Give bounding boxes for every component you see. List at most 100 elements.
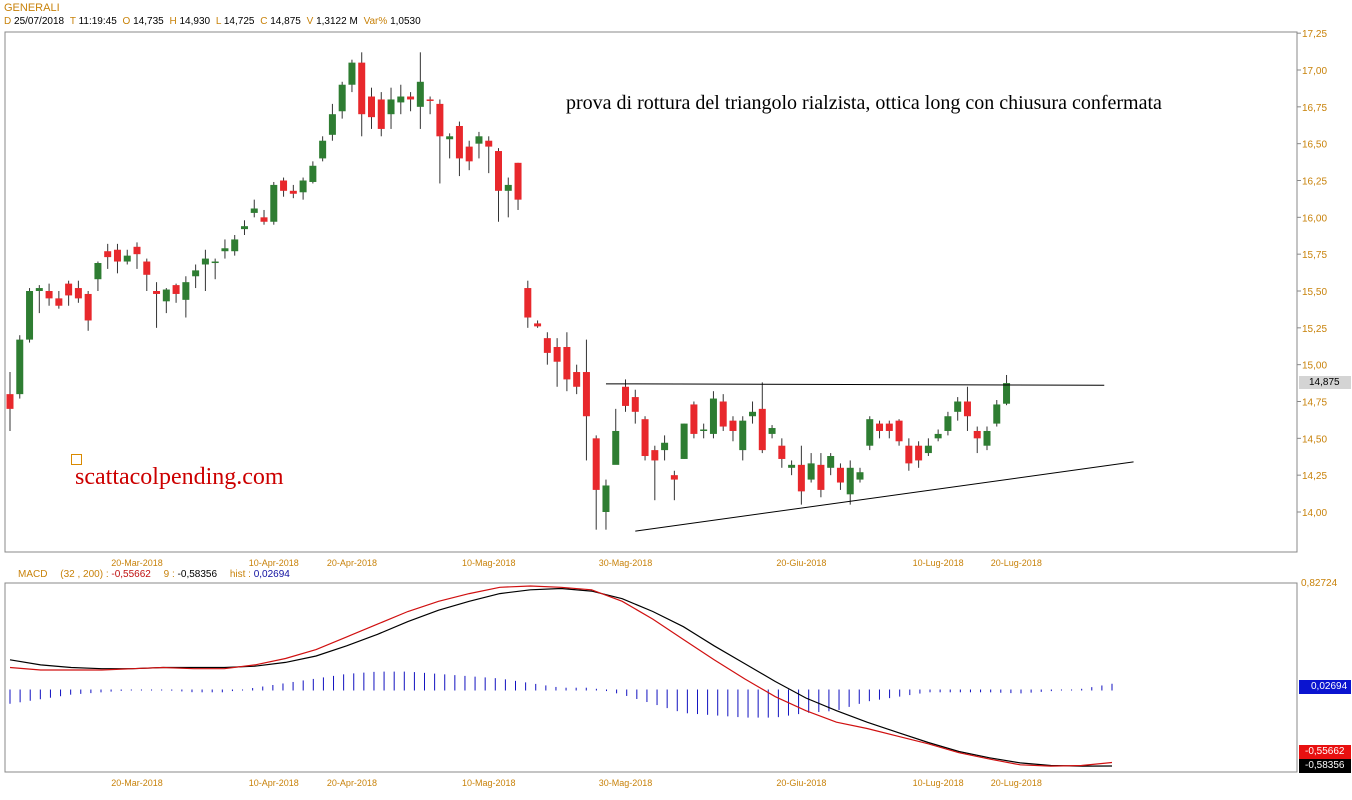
candle-body xyxy=(260,217,268,222)
candle xyxy=(739,416,747,461)
candle-body xyxy=(407,96,415,100)
candle xyxy=(182,276,190,318)
signal-line xyxy=(9,587,1113,767)
candle-body xyxy=(446,136,454,140)
candle-body xyxy=(661,442,669,451)
open-key: O xyxy=(122,16,131,27)
macd-x-tick-label: 20-Lug-2018 xyxy=(991,778,1042,788)
candle-body xyxy=(856,472,864,480)
candle-body xyxy=(289,190,297,194)
candle xyxy=(973,426,981,454)
candle-body xyxy=(211,261,219,264)
candle xyxy=(846,460,854,505)
macd-value: -0,55662 xyxy=(111,569,151,580)
candle xyxy=(387,87,395,129)
price-panel-border xyxy=(4,31,1298,553)
candle xyxy=(113,243,121,274)
candle xyxy=(749,401,757,424)
candle-body xyxy=(55,298,63,306)
candle-body xyxy=(172,285,180,294)
candle xyxy=(866,416,874,451)
candle xyxy=(758,382,766,454)
macd-histogram xyxy=(9,671,1113,718)
watermark-text: scattacolpending.com xyxy=(75,464,284,490)
candle xyxy=(944,411,952,436)
candle xyxy=(348,59,356,93)
candle-body xyxy=(954,401,962,412)
candle xyxy=(65,280,73,306)
candle-body xyxy=(915,445,923,461)
candle-body xyxy=(827,456,835,468)
price-y-tick-label: 15,50 xyxy=(1302,287,1327,298)
price-y-tick-label: 14,00 xyxy=(1302,508,1327,519)
macd-signal-period: 9 : xyxy=(163,569,175,580)
candle-body xyxy=(319,140,327,159)
candle-body xyxy=(758,408,766,451)
candle-body xyxy=(963,401,971,417)
price-y-tick-label: 17,00 xyxy=(1302,66,1327,77)
candle xyxy=(319,136,327,162)
candle xyxy=(602,479,610,530)
quote-line: D 25/07/2018 T 11:19:45 O 14,735 H 14,93… xyxy=(4,16,421,27)
candle-body xyxy=(846,467,854,495)
candlesticks xyxy=(6,52,1011,530)
candle-body xyxy=(895,420,903,442)
candle-body xyxy=(123,255,131,262)
candle xyxy=(55,291,63,309)
candle xyxy=(631,389,639,424)
price-x-tick-label: 30-Mag-2018 xyxy=(599,558,653,568)
candle xyxy=(84,291,92,331)
candle xyxy=(641,416,649,461)
candle-body xyxy=(465,146,473,162)
trendlines xyxy=(605,383,1134,532)
symbol-title: GENERALI xyxy=(4,2,60,14)
macd-signal-value: -0,58356 xyxy=(177,569,218,580)
price-axis: 17,25 17,00 16,75 16,50 16,25 16,00 15,75 15,50… xyxy=(1297,29,1327,519)
candle-body xyxy=(270,184,278,222)
quote-open: 14,735 xyxy=(133,16,164,27)
candle xyxy=(905,438,913,471)
price-y-tick-label: 16,00 xyxy=(1302,213,1327,224)
candle xyxy=(6,372,14,431)
candle-body xyxy=(1003,383,1011,404)
price-y-tick-label: 16,75 xyxy=(1302,103,1327,114)
candle xyxy=(495,148,502,222)
quote-date: 25/07/2018 xyxy=(14,16,65,27)
candle xyxy=(231,235,239,256)
candle xyxy=(465,140,473,171)
macd-params: (32 , 200) : xyxy=(60,569,109,580)
macd-x-tick-label: 10-Lug-2018 xyxy=(913,778,964,788)
candle-body xyxy=(65,283,73,296)
candle-body xyxy=(153,291,161,294)
candle-body xyxy=(397,96,405,103)
candle-body xyxy=(768,428,776,434)
candle xyxy=(289,184,297,199)
candle-body xyxy=(514,162,522,200)
candle xyxy=(573,364,581,395)
price-x-tick-label: 20-Mar-2018 xyxy=(111,558,163,568)
candle xyxy=(797,445,805,505)
price-x-tick-label: 10-Lug-2018 xyxy=(913,558,964,568)
candle xyxy=(309,161,317,184)
macd-top-label: 0,82724 xyxy=(1301,578,1338,589)
candle xyxy=(670,470,678,501)
candle xyxy=(143,258,151,291)
candle xyxy=(221,239,229,259)
candle xyxy=(553,338,561,387)
candle xyxy=(661,435,669,461)
candle xyxy=(260,209,268,225)
candle-body xyxy=(739,420,747,451)
candle-body xyxy=(377,99,385,129)
candle-body xyxy=(416,81,424,107)
candle xyxy=(524,280,532,328)
quote-close: 14,875 xyxy=(270,16,301,27)
candle-body xyxy=(534,323,542,327)
var-key: Var% xyxy=(363,16,388,27)
price-x-tick-label: 20-Lug-2018 xyxy=(991,558,1042,568)
candle xyxy=(436,99,444,184)
candle-body xyxy=(231,239,239,252)
candle-body xyxy=(866,419,874,446)
candle-body xyxy=(651,450,659,461)
price-x-tick-label: 20-Apr-2018 xyxy=(327,558,377,568)
